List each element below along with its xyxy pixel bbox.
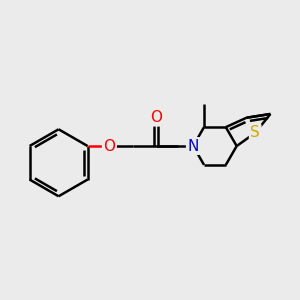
Text: O: O — [150, 110, 162, 125]
Text: O: O — [103, 139, 116, 154]
Text: S: S — [250, 125, 260, 140]
Text: N: N — [188, 139, 199, 154]
